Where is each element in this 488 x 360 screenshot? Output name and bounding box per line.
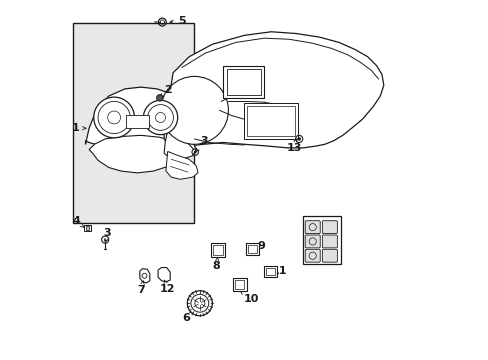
Text: 6: 6 — [183, 311, 193, 323]
Text: 12: 12 — [160, 280, 175, 294]
Polygon shape — [165, 152, 198, 179]
Polygon shape — [164, 32, 383, 148]
Circle shape — [143, 100, 177, 135]
Text: 8: 8 — [212, 258, 220, 271]
Bar — [248, 245, 257, 253]
Polygon shape — [158, 267, 170, 282]
Bar — [212, 246, 222, 255]
Text: 7: 7 — [137, 281, 144, 295]
Text: 14: 14 — [323, 252, 342, 264]
FancyBboxPatch shape — [305, 221, 320, 234]
Bar — [247, 106, 295, 136]
Bar — [235, 280, 244, 289]
Polygon shape — [89, 135, 183, 173]
Circle shape — [160, 76, 228, 144]
Bar — [125, 114, 149, 128]
Polygon shape — [140, 269, 149, 283]
Text: 10: 10 — [240, 291, 258, 303]
FancyBboxPatch shape — [322, 249, 337, 262]
Text: 4: 4 — [73, 216, 83, 227]
Bar — [246, 243, 259, 255]
FancyBboxPatch shape — [322, 221, 337, 234]
Bar — [86, 226, 89, 230]
Circle shape — [156, 95, 163, 101]
FancyBboxPatch shape — [322, 235, 337, 248]
Text: 5: 5 — [170, 17, 185, 26]
Polygon shape — [85, 87, 183, 150]
Text: 9: 9 — [249, 241, 265, 251]
Bar — [84, 225, 91, 231]
Polygon shape — [164, 130, 196, 159]
Bar — [266, 267, 274, 275]
Circle shape — [193, 151, 196, 154]
Circle shape — [297, 137, 300, 141]
Text: 11: 11 — [264, 266, 286, 276]
Text: 13: 13 — [286, 139, 302, 153]
Text: 3: 3 — [195, 136, 208, 152]
Bar — [226, 69, 260, 95]
Text: 2: 2 — [160, 85, 171, 97]
Circle shape — [94, 97, 134, 138]
Text: 3: 3 — [103, 228, 111, 242]
Bar — [244, 103, 298, 139]
Bar — [264, 266, 276, 277]
Bar — [210, 243, 224, 257]
FancyBboxPatch shape — [305, 249, 320, 262]
Bar — [73, 23, 194, 223]
Bar — [233, 278, 246, 291]
Polygon shape — [167, 82, 223, 125]
FancyBboxPatch shape — [305, 235, 320, 248]
Bar — [223, 66, 264, 98]
Circle shape — [187, 291, 212, 316]
Text: 1: 1 — [72, 123, 86, 133]
Bar — [303, 216, 340, 264]
